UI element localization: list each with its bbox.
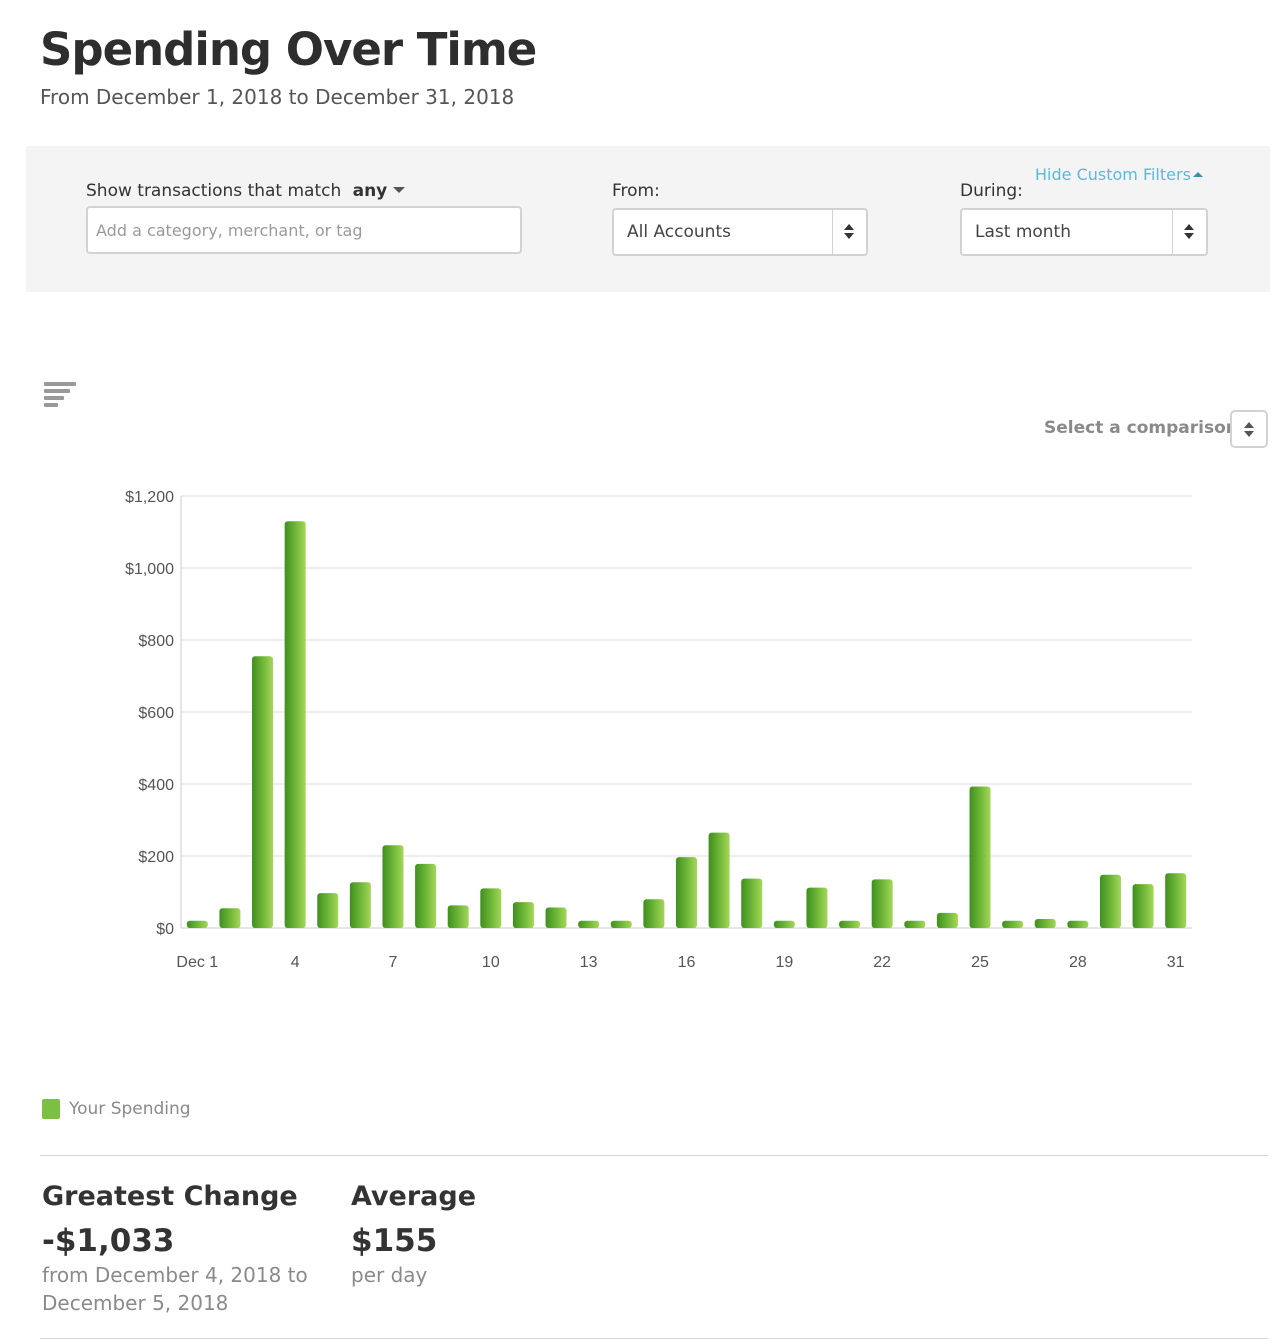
bar-11[interactable] <box>512 902 534 928</box>
bar-28[interactable] <box>1067 920 1089 928</box>
bar-18[interactable] <box>741 878 763 928</box>
divider <box>40 1338 1268 1339</box>
x-tick-label: 10 <box>482 954 500 971</box>
page-subtitle: From December 1, 2018 to December 31, 20… <box>40 85 515 109</box>
bar-22[interactable] <box>871 879 893 928</box>
bar-27[interactable] <box>1034 919 1056 928</box>
bar-17[interactable] <box>708 832 730 928</box>
select-arrows-icon <box>832 210 866 254</box>
bar-9[interactable] <box>447 905 469 928</box>
bar-29[interactable] <box>1099 874 1121 928</box>
y-tick-label: $1,200 <box>125 489 174 506</box>
during-select[interactable]: Last month <box>960 208 1208 256</box>
y-tick-label: $600 <box>138 705 174 722</box>
bar-7[interactable] <box>382 845 404 928</box>
x-tick-label: 19 <box>775 954 793 971</box>
comparison-select-button[interactable] <box>1230 410 1268 448</box>
from-select[interactable]: All Accounts <box>612 208 868 256</box>
y-tick-label: $200 <box>138 849 174 866</box>
greatest-change-value: -$1,033 <box>42 1223 175 1259</box>
from-label: From: <box>612 181 660 201</box>
legend-label: Your Spending <box>69 1099 191 1119</box>
legend-swatch <box>42 1099 60 1119</box>
bar-19[interactable] <box>773 920 795 928</box>
bar-10[interactable] <box>480 888 502 928</box>
bar-8[interactable] <box>415 863 437 928</box>
bar-21[interactable] <box>839 920 861 928</box>
bar-dec-1[interactable] <box>186 920 208 928</box>
greatest-change-note: from December 4, 2018 to December 5, 201… <box>42 1263 308 1315</box>
x-tick-label: 4 <box>291 954 300 971</box>
match-label: Show transactions that match any <box>86 179 406 203</box>
bar-16[interactable] <box>676 857 697 928</box>
bar-26[interactable] <box>1002 920 1024 928</box>
bar-6[interactable] <box>349 882 371 928</box>
match-value: any <box>352 181 388 201</box>
bar-5[interactable] <box>317 893 339 928</box>
bar-12[interactable] <box>545 907 567 928</box>
x-tick-label: 25 <box>971 954 989 971</box>
spending-bar-chart: $0 $200 $400 $600 $800 $1,000 $1,200 Dec 1 4 7 10 1… <box>125 489 1192 971</box>
x-tick-label: 16 <box>678 954 696 971</box>
during-select-value: Last month <box>975 222 1071 242</box>
page-title: Spending Over Time <box>40 23 537 76</box>
y-tick-label: $0 <box>156 921 174 938</box>
hide-custom-filters-link[interactable]: Hide Custom Filters <box>1035 164 1203 186</box>
x-tick-label: 31 <box>1167 954 1185 971</box>
bar-14[interactable] <box>610 920 632 928</box>
bar-23[interactable] <box>904 920 926 928</box>
caret-down-icon <box>393 186 406 193</box>
caret-up-icon <box>1192 171 1203 177</box>
sort-bars-icon[interactable] <box>44 382 76 412</box>
y-tick-label: $400 <box>138 777 174 794</box>
during-label: During: <box>960 181 1023 201</box>
x-tick-label: 13 <box>580 954 598 971</box>
match-dropdown[interactable]: any <box>347 181 406 201</box>
comparison-label[interactable]: Select a comparison <box>1044 418 1238 438</box>
x-tick-label: 7 <box>389 954 398 971</box>
x-tick-label: 28 <box>1069 954 1087 971</box>
divider <box>40 1155 1268 1156</box>
bar-15[interactable] <box>643 899 665 928</box>
bar-3[interactable] <box>252 656 274 928</box>
bar-20[interactable] <box>806 887 828 928</box>
greatest-change-heading: Greatest Change <box>42 1181 298 1212</box>
y-tick-label: $800 <box>138 633 174 650</box>
x-tick-label: Dec 1 <box>176 954 218 971</box>
bar-4[interactable] <box>284 521 306 928</box>
select-arrows-icon <box>1172 210 1206 254</box>
bar-25[interactable] <box>969 786 991 928</box>
bar-13[interactable] <box>578 920 600 928</box>
bar-2[interactable] <box>219 908 241 928</box>
y-tick-label: $1,000 <box>125 561 174 578</box>
from-select-value: All Accounts <box>627 222 731 242</box>
average-value: $155 <box>351 1223 438 1259</box>
x-tick-label: 22 <box>873 954 891 971</box>
average-heading: Average <box>351 1181 477 1212</box>
bar-31[interactable] <box>1165 873 1187 928</box>
bar-24[interactable] <box>936 912 958 928</box>
search-input[interactable] <box>86 206 522 254</box>
average-note: per day <box>351 1263 428 1287</box>
hide-filters-label: Hide Custom Filters <box>1035 165 1191 184</box>
match-prefix: Show transactions that match <box>86 181 342 201</box>
filter-panel: Show transactions that match any From: A… <box>26 146 1270 292</box>
bar-30[interactable] <box>1132 884 1154 928</box>
